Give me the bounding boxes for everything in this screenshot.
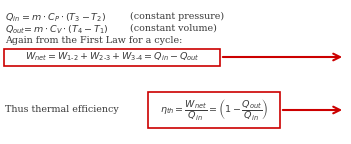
Text: (constant pressure): (constant pressure): [130, 12, 224, 21]
Text: (constant volume): (constant volume): [130, 24, 217, 33]
Text: Again from the First Law for a cycle:: Again from the First Law for a cycle:: [5, 36, 183, 45]
Text: Thus thermal efficiency: Thus thermal efficiency: [5, 106, 119, 114]
Bar: [4, 49, 220, 66]
Text: $Q_{out}$: $Q_{out}$: [5, 24, 26, 36]
Text: $\eta_{th} = \dfrac{W_{net}}{Q_{in}} = \left(1 - \dfrac{Q_{out}}{Q_{in}}\right)$: $\eta_{th} = \dfrac{W_{net}}{Q_{in}} = \…: [160, 97, 268, 123]
Text: $W_{net} = W_{1\text{-}2} + W_{2\text{-}3} + W_{3\text{-}4} = Q_{in} - Q_{out}$: $W_{net} = W_{1\text{-}2} + W_{2\text{-}…: [25, 51, 199, 63]
Text: $= m \cdot C_V \cdot (T_4 - T_1)$: $= m \cdot C_V \cdot (T_4 - T_1)$: [22, 24, 108, 36]
Bar: [148, 92, 280, 128]
Text: $= m \cdot C_P \cdot (T_3 - T_2)$: $= m \cdot C_P \cdot (T_3 - T_2)$: [20, 12, 106, 24]
Text: $Q_{in}$: $Q_{in}$: [5, 12, 20, 24]
